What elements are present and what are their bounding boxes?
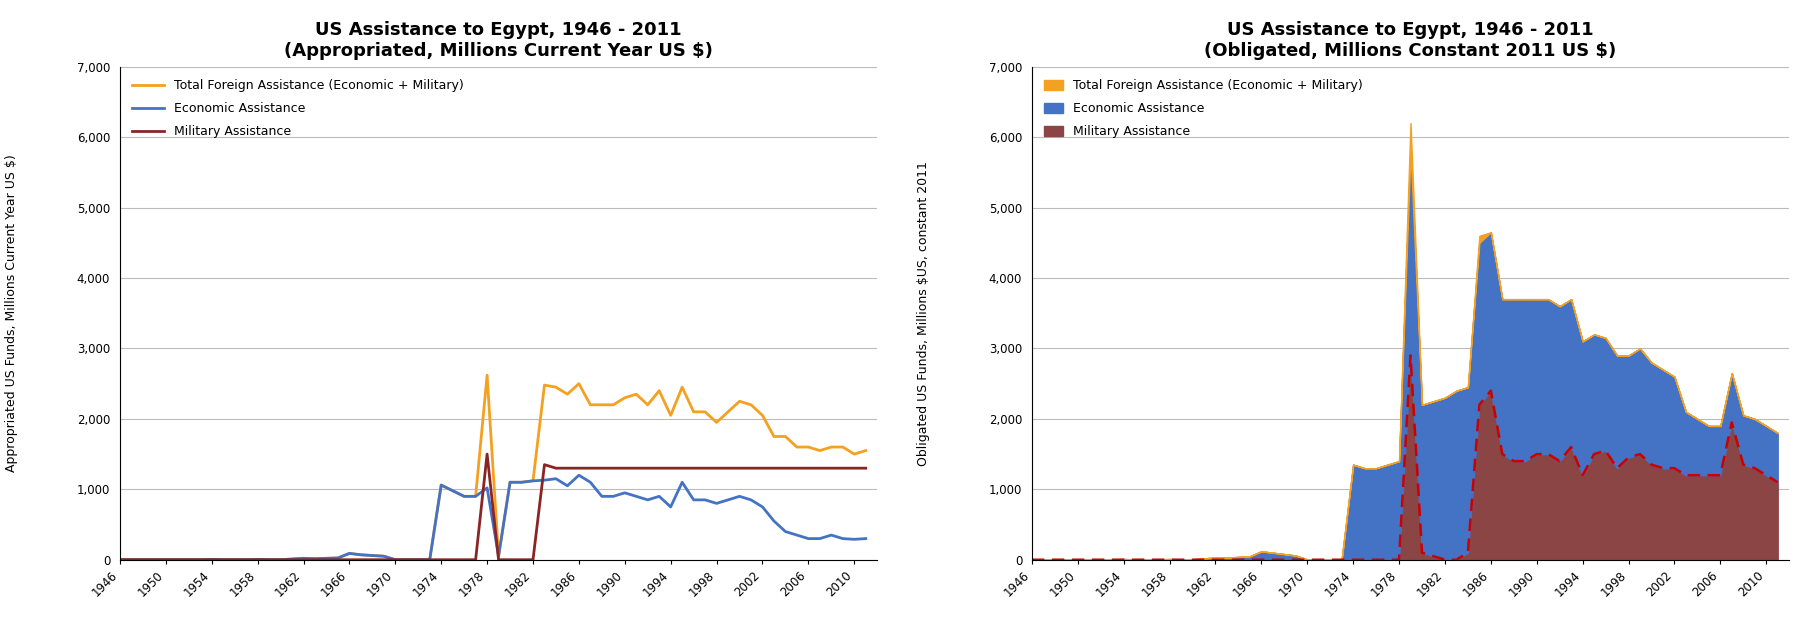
Total Foreign Assistance (Economic + Military) — [809, 447, 831, 454]
Economic Assistance — [338, 550, 360, 557]
Military Assistance — [431, 556, 452, 564]
Total Foreign Assistance (Economic + Military) — [338, 550, 360, 557]
Military Assistance — [706, 464, 728, 472]
Economic Assistance — [854, 535, 876, 542]
Y-axis label: Obligated US Funds, Millions $US, constant 2011: Obligated US Funds, Millions $US, consta… — [916, 161, 930, 466]
Military Assistance — [809, 464, 831, 472]
Y-axis label: Appropriated US Funds, Millions Current Year US $): Appropriated US Funds, Millions Current … — [5, 154, 18, 472]
Military Assistance — [854, 464, 876, 472]
Legend: Total Foreign Assistance (Economic + Military), Economic Assistance, Military As: Total Foreign Assistance (Economic + Mil… — [127, 73, 469, 144]
Military Assistance — [109, 556, 130, 564]
Economic Assistance — [167, 556, 188, 564]
Economic Assistance — [431, 481, 452, 489]
Military Assistance — [293, 556, 315, 564]
Economic Assistance — [809, 535, 831, 542]
Economic Assistance — [568, 471, 590, 479]
Total Foreign Assistance (Economic + Military) — [431, 481, 452, 489]
Economic Assistance — [706, 500, 728, 507]
Total Foreign Assistance (Economic + Military) — [476, 371, 498, 379]
Total Foreign Assistance (Economic + Military) — [293, 555, 315, 562]
Title: US Assistance to Egypt, 1946 - 2011
(Obligated, Millions Constant 2011 US $): US Assistance to Egypt, 1946 - 2011 (Obl… — [1204, 21, 1616, 60]
Military Assistance — [167, 556, 188, 564]
Title: US Assistance to Egypt, 1946 - 2011
(Appropriated, Millions Current Year US $): US Assistance to Egypt, 1946 - 2011 (App… — [284, 21, 713, 60]
Line: Military Assistance: Military Assistance — [119, 454, 865, 560]
Military Assistance — [476, 450, 498, 458]
Line: Economic Assistance: Economic Assistance — [119, 475, 865, 560]
Total Foreign Assistance (Economic + Military) — [167, 556, 188, 564]
Legend: Total Foreign Assistance (Economic + Military), Economic Assistance, Military As: Total Foreign Assistance (Economic + Mil… — [1039, 73, 1368, 144]
Economic Assistance — [109, 556, 130, 564]
Line: Total Foreign Assistance (Economic + Military): Total Foreign Assistance (Economic + Mil… — [119, 375, 865, 560]
Total Foreign Assistance (Economic + Military) — [109, 556, 130, 564]
Economic Assistance — [293, 555, 315, 562]
Military Assistance — [338, 556, 360, 564]
Total Foreign Assistance (Economic + Military) — [854, 447, 876, 454]
Total Foreign Assistance (Economic + Military) — [706, 418, 728, 426]
